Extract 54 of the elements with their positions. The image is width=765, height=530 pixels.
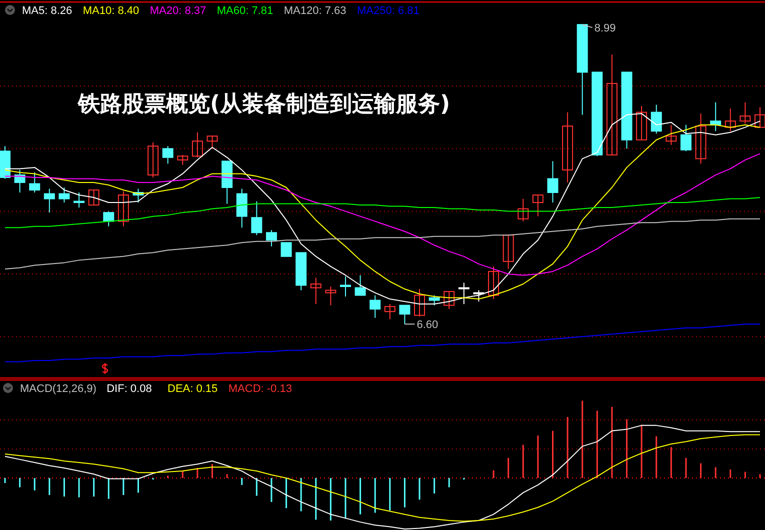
candlestick: [74, 192, 85, 208]
candlestick: [666, 124, 677, 146]
text: MACD: -0.13: [228, 383, 292, 395]
text: DEA: 0.15: [168, 383, 218, 395]
candlestick: [251, 200, 262, 236]
candlestick: [636, 106, 648, 140]
candlestick: [29, 172, 40, 194]
candlestick: [370, 294, 381, 318]
candlestick: [562, 112, 574, 183]
text: MA250: 6.81: [357, 5, 420, 17]
candlestick: [518, 198, 529, 222]
candlestick: [444, 291, 455, 310]
text: MA60: 7.81: [216, 5, 274, 17]
candlestick: [754, 106, 765, 128]
candlestick: [428, 294, 440, 306]
text: DIF: 0.08: [106, 383, 152, 395]
candlestick: [162, 146, 174, 164]
candlestick: [650, 104, 662, 134]
candlestick: [206, 136, 218, 148]
candlestick: [488, 266, 500, 300]
text: MA5: 8.26: [22, 5, 72, 17]
text: MA120: 7.63: [284, 5, 346, 17]
candlestick: [103, 210, 114, 227]
annotation: 6.60: [416, 319, 438, 332]
candlestick: [340, 276, 351, 298]
text: MA20: 8.37: [150, 5, 206, 17]
candlestick: [740, 102, 751, 124]
text: MA10: 8.40: [82, 5, 140, 17]
candlestick: [310, 277, 322, 305]
annotation: 8.99: [594, 22, 616, 35]
candlestick: [414, 288, 426, 318]
candlestick: [695, 113, 706, 164]
candlestick: [266, 230, 277, 247]
candlestick: [118, 190, 129, 227]
candlestick: [532, 194, 544, 217]
candlestick: [354, 274, 366, 296]
candlestick: [88, 190, 100, 206]
candlestick: [192, 132, 203, 158]
candlestick: [680, 124, 692, 152]
text: 铁路股票概览(从装备制造到运输服务): [77, 92, 450, 117]
candlestick: [399, 304, 410, 325]
candlestick: [148, 142, 159, 178]
candlestick: [58, 186, 70, 204]
chart-title: MACD(12,26,9): [20, 383, 96, 395]
candlestick: [384, 304, 396, 320]
candlestick: [724, 108, 736, 132]
candlestick: [177, 154, 188, 166]
candlestick: [280, 242, 292, 257]
candlestick: [44, 188, 55, 214]
candlestick: [547, 160, 558, 204]
candlestick: [236, 188, 248, 228]
candlestick: [502, 234, 514, 270]
candlestick: [325, 286, 336, 306]
candlestick: [606, 54, 618, 156]
